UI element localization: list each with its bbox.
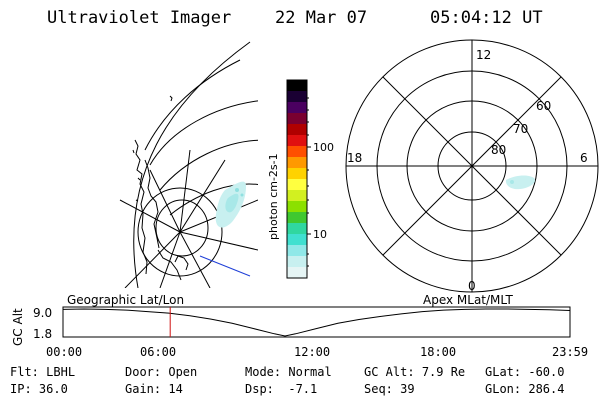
color-bar-stripe bbox=[287, 179, 307, 191]
latitude-line bbox=[169, 183, 258, 216]
gc-alt-readout: GC Alt: 7.9 Re bbox=[364, 365, 466, 379]
x-tick-label: 06:00 bbox=[140, 345, 177, 359]
color-bar-stripe bbox=[287, 91, 307, 103]
timeline-frame bbox=[62, 306, 571, 338]
latitude-circle bbox=[137, 187, 223, 277]
mlt-label-18: 18 bbox=[347, 151, 362, 165]
color-bar-stripe bbox=[287, 102, 307, 114]
mode-readout: Mode: Normal bbox=[245, 365, 332, 379]
color-bar-stripe bbox=[287, 234, 307, 246]
x-tick-label: 23:59 bbox=[552, 345, 589, 359]
seq-readout: Seq: 39 bbox=[364, 382, 415, 396]
geo-aurora-emission bbox=[215, 181, 246, 228]
coastlines bbox=[132, 95, 189, 281]
polar-panel-caption: Apex MLat/MLT bbox=[423, 293, 513, 307]
y-axis-label: GC Alt bbox=[11, 308, 25, 346]
color-bar-stripe bbox=[287, 190, 307, 202]
color-bar-ticks bbox=[307, 97, 311, 267]
mlt-label-6: 6 bbox=[580, 151, 588, 165]
color-bar-stripe bbox=[287, 80, 307, 92]
globe-limb bbox=[133, 41, 251, 288]
color-bar bbox=[287, 80, 307, 279]
color-bar-stripe bbox=[287, 223, 307, 235]
color-bar-stripe bbox=[287, 157, 307, 169]
altitude-curve bbox=[62, 308, 571, 337]
geo-panel-caption: Geographic Lat/Lon bbox=[67, 293, 184, 307]
color-bar-label: photon cm-2s-1 bbox=[267, 153, 280, 240]
polar-plot bbox=[345, 39, 599, 293]
color-bar-stripe bbox=[287, 146, 307, 158]
door-readout: Door: Open bbox=[125, 365, 198, 379]
color-bar-stripe bbox=[287, 135, 307, 147]
latitude-line bbox=[144, 59, 241, 151]
latitude-line bbox=[149, 100, 258, 166]
latitude-circle bbox=[155, 199, 209, 257]
color-bar-stripe bbox=[287, 267, 307, 279]
color-bar-stripe bbox=[287, 201, 307, 213]
y-tick-label-min: 1.8 bbox=[33, 327, 52, 341]
ip-readout: IP: 36.0 bbox=[10, 382, 68, 396]
filter-readout: Flt: LBHL bbox=[10, 365, 76, 379]
color-bar-stripe bbox=[287, 256, 307, 268]
color-bar-frame bbox=[286, 79, 308, 279]
color-bar-tick-label: 10 bbox=[313, 228, 327, 241]
glat-readout: GLat: -60.0 bbox=[485, 365, 565, 379]
instrument-title: Ultraviolet Imager bbox=[47, 8, 232, 28]
color-bar-tick-label: 100 bbox=[313, 141, 334, 154]
latitude-line bbox=[159, 139, 258, 191]
y-tick-label-max: 9.0 bbox=[33, 306, 52, 320]
color-bar-stripe bbox=[287, 168, 307, 180]
meridians bbox=[119, 149, 258, 288]
color-bar-stripe bbox=[287, 245, 307, 257]
dsp-readout: Dsp: -7.1 bbox=[245, 382, 318, 396]
color-bar-stripe bbox=[287, 113, 307, 125]
observation-time: 05:04:12 UT bbox=[430, 8, 543, 28]
polar-aurora-emission bbox=[505, 175, 536, 190]
geographic-map bbox=[119, 41, 258, 288]
mlt-label-0: 0 bbox=[468, 279, 476, 293]
mlat-label-80: 80 bbox=[491, 143, 506, 157]
glon-readout: GLon: 286.4 bbox=[485, 382, 565, 396]
mlat-label-60: 60 bbox=[536, 99, 551, 113]
x-tick-label: 18:00 bbox=[420, 345, 457, 359]
mlat-label-70: 70 bbox=[513, 122, 528, 136]
mlt-label-12: 12 bbox=[476, 48, 491, 62]
gain-readout: Gain: 14 bbox=[125, 382, 183, 396]
color-bar-stripe bbox=[287, 212, 307, 224]
color-bar-stripe bbox=[287, 124, 307, 136]
satellite-ground-track bbox=[199, 255, 251, 277]
x-tick-label: 12:00 bbox=[294, 345, 331, 359]
timeline-plot bbox=[62, 307, 571, 337]
observation-date: 22 Mar 07 bbox=[275, 8, 368, 28]
x-tick-label: 00:00 bbox=[46, 345, 83, 359]
